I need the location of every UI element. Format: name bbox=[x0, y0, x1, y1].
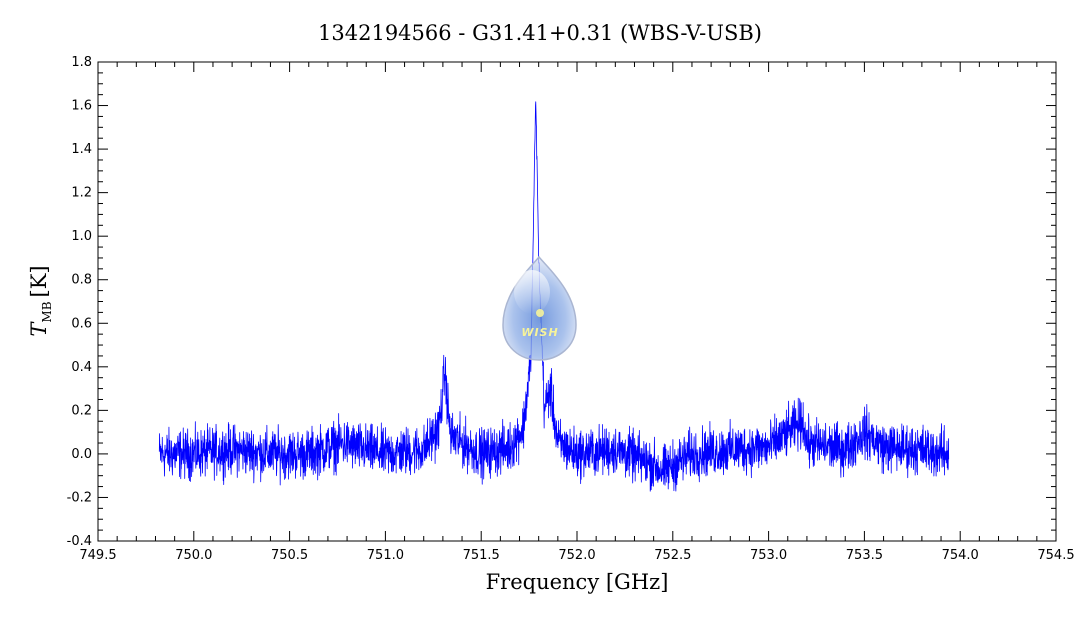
y-tick-label: 0.6 bbox=[71, 316, 92, 331]
y-axis-label-symbol: T bbox=[27, 321, 51, 337]
x-tick-label: 753.0 bbox=[750, 548, 787, 563]
x-tick-label: 752.5 bbox=[654, 548, 691, 563]
y-tick-label: 1.6 bbox=[71, 99, 92, 114]
y-tick-label: -0.4 bbox=[67, 534, 92, 549]
y-tick-label: 1.4 bbox=[71, 142, 92, 157]
wish-star-glow bbox=[536, 309, 544, 317]
x-tick-label: 751.0 bbox=[367, 548, 404, 563]
y-tick-label: 0.8 bbox=[71, 273, 92, 288]
y-tick-label: 0.0 bbox=[71, 447, 92, 462]
wish-drop-shine bbox=[514, 270, 550, 314]
x-tick-label: 750.5 bbox=[271, 548, 308, 563]
y-tick-label: 1.0 bbox=[71, 229, 92, 244]
x-tick-label: 752.0 bbox=[558, 548, 595, 563]
x-tick-label: 754.0 bbox=[942, 548, 979, 563]
y-axis-label-unit: [K] bbox=[27, 265, 51, 297]
y-axis-label-subscript: MB bbox=[40, 301, 54, 322]
chart-title: 1342194566 - G31.41+0.31 (WBS-V-USB) bbox=[318, 21, 762, 45]
y-tick-label: 0.2 bbox=[71, 403, 92, 418]
x-tick-label: 751.5 bbox=[463, 548, 500, 563]
x-tick-label: 750.0 bbox=[175, 548, 212, 563]
y-tick-label: 0.4 bbox=[71, 360, 92, 375]
axis-ticks bbox=[97, 61, 1057, 542]
x-tick-labels: 749.5 750.0 750.5 751.0 751.5 752.0 752.5 753.0… bbox=[79, 548, 1074, 563]
y-tick-label: 1.2 bbox=[71, 186, 92, 201]
x-axis-label: Frequency [GHz] bbox=[486, 570, 669, 594]
y-tick-label: -0.2 bbox=[67, 490, 92, 505]
x-tick-label: 749.5 bbox=[79, 548, 116, 563]
y-axis-label: TMB [K] bbox=[27, 265, 54, 336]
y-tick-label: 1.8 bbox=[71, 55, 92, 70]
wish-label: WISH bbox=[521, 326, 558, 339]
svg-text:TMB[K]: TMB [K] bbox=[27, 265, 54, 336]
x-tick-label: 754.5 bbox=[1037, 548, 1074, 563]
wish-watermark: WISH bbox=[502, 255, 577, 361]
y-tick-labels: -0.4 -0.2 0.0 0.2 0.4 0.6 0.8 1.0 1.2 1.4 1.6 1.8 bbox=[67, 55, 92, 549]
x-tick-label: 753.5 bbox=[846, 548, 883, 563]
spectrum-series-line bbox=[158, 101, 950, 492]
